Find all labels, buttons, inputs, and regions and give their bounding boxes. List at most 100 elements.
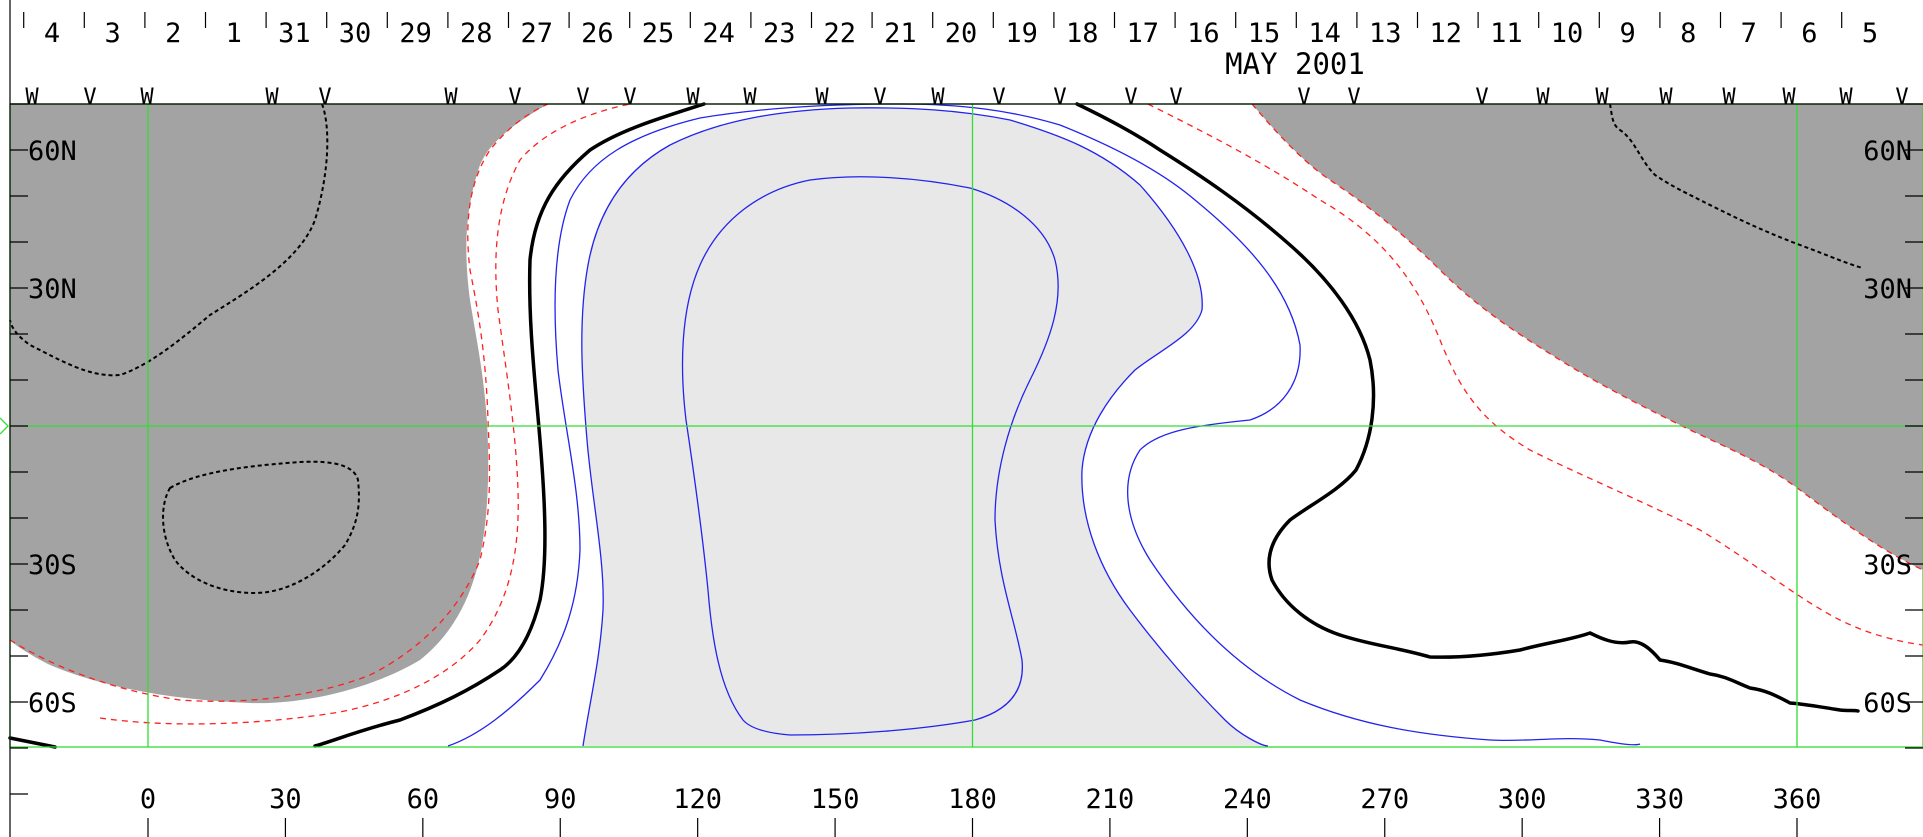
- v-marker: V: [1053, 85, 1066, 110]
- v-marker: V: [623, 85, 636, 110]
- lat-label-right: 60S: [1863, 688, 1912, 719]
- v-marker: V: [1169, 85, 1182, 110]
- left-axis: [9, 0, 1923, 837]
- top-day-axis: 4 3 2 1 31 30 29 28 27 26 25 24 23 22 21 20 19 18 17 16 15 14…: [23, 12, 1878, 49]
- lat-label-left: 60N: [28, 136, 77, 167]
- lon-label: 120: [673, 784, 722, 815]
- double-v-marker: W: [815, 85, 829, 110]
- double-v-marker: W: [1659, 85, 1673, 110]
- v-marker: V: [1895, 85, 1908, 110]
- double-v-marker: W: [743, 85, 757, 110]
- lat-label-right: 30S: [1863, 550, 1912, 581]
- lon-label: 210: [1086, 784, 1135, 815]
- day-label: 7: [1741, 18, 1757, 49]
- day-label: 30: [339, 18, 372, 49]
- v-marker: V: [1347, 85, 1360, 110]
- positive-region: [581, 107, 1268, 746]
- lon-label: 0: [140, 784, 156, 815]
- negative-region-east: [1252, 104, 1923, 570]
- double-v-marker: W: [686, 85, 700, 110]
- day-label: 22: [824, 18, 857, 49]
- lat-label-left: 30N: [28, 274, 77, 305]
- red-dashed-contour-east-inner: [1251, 103, 1923, 571]
- lat-label-left: 60S: [28, 688, 77, 719]
- double-v-marker: W: [265, 85, 279, 110]
- red-dashed-contour-east-outer: [1147, 103, 1923, 646]
- v-marker: V: [83, 85, 96, 110]
- day-label: 15: [1248, 18, 1281, 49]
- day-label: 16: [1187, 18, 1220, 49]
- day-label: 9: [1619, 18, 1635, 49]
- lon-label: 330: [1635, 784, 1684, 815]
- double-v-marker: W: [1595, 85, 1609, 110]
- day-label: 12: [1430, 18, 1463, 49]
- day-label: 19: [1005, 18, 1038, 49]
- lat-label-right: 60N: [1863, 136, 1912, 167]
- double-v-marker: W: [25, 85, 39, 110]
- day-label: 27: [521, 18, 554, 49]
- lon-label: 300: [1498, 784, 1547, 815]
- blue-contour-outer: [447, 103, 1641, 747]
- double-v-marker: W: [140, 85, 154, 110]
- lat-label-left: 30S: [28, 550, 77, 581]
- day-label: 11: [1490, 18, 1523, 49]
- red-dashed-contour-inner: [9, 103, 549, 702]
- day-label: 6: [1801, 18, 1817, 49]
- v-marker: V: [1124, 85, 1137, 110]
- day-label: 18: [1066, 18, 1099, 49]
- day-label: 28: [460, 18, 493, 49]
- lat-label-right: 30N: [1863, 274, 1912, 305]
- day-label: 20: [945, 18, 978, 49]
- day-label: 3: [104, 18, 120, 49]
- day-label: 10: [1551, 18, 1584, 49]
- dotted-contour-east: [1609, 103, 1864, 269]
- day-label: 17: [1127, 18, 1160, 49]
- day-label: 24: [702, 18, 735, 49]
- day-label: 25: [642, 18, 675, 49]
- lon-label: 360: [1773, 784, 1822, 815]
- lon-label: 30: [269, 784, 302, 815]
- red-dashed-contour-outer: [99, 103, 631, 725]
- day-label: 5: [1862, 18, 1878, 49]
- double-v-marker: W: [1839, 85, 1853, 110]
- day-label: 31: [278, 18, 311, 49]
- negative-region-west: [10, 104, 548, 704]
- v-marker: V: [508, 85, 521, 110]
- day-label: 14: [1308, 18, 1341, 49]
- double-v-marker: W: [1722, 85, 1736, 110]
- day-label: 13: [1369, 18, 1402, 49]
- right-axis: [1905, 103, 1923, 749]
- day-label: 1: [226, 18, 242, 49]
- v-marker: V: [1297, 85, 1310, 110]
- zero-contour-west-edge: [8, 736, 57, 749]
- lon-label: 60: [407, 784, 440, 815]
- double-v-marker: W: [444, 85, 458, 110]
- double-v-marker: W: [931, 85, 945, 110]
- v-marker: V: [873, 85, 886, 110]
- day-label: 26: [581, 18, 614, 49]
- lon-label: 90: [544, 784, 577, 815]
- day-label: 8: [1680, 18, 1696, 49]
- dotted-contour-west-lower: [162, 460, 360, 595]
- longitude-axis: 0 30 60 90 120 150 180 210 240 270 300 330 360: [140, 784, 1822, 837]
- double-v-marker: W: [1782, 85, 1796, 110]
- day-label: 23: [763, 18, 796, 49]
- month-label: MAY 2001: [1225, 47, 1365, 81]
- zero-contour-west: [313, 102, 706, 748]
- day-label: 21: [884, 18, 917, 49]
- day-label: 29: [399, 18, 432, 49]
- lon-label: 180: [948, 784, 997, 815]
- v-marker: V: [992, 85, 1005, 110]
- zero-contour-east: [1075, 102, 1860, 713]
- lon-label: 270: [1360, 784, 1409, 815]
- lon-label: 150: [811, 784, 860, 815]
- lon-label: 240: [1223, 784, 1272, 815]
- v-marker: V: [576, 85, 589, 110]
- blue-contour-mid: [581, 107, 1269, 747]
- latitude-labels: 60N 60N 30N 30N 30S 30S 60S 60S: [28, 136, 1912, 719]
- v-marker: V: [1475, 85, 1488, 110]
- v-marker: V: [318, 85, 331, 110]
- double-v-marker: W: [1536, 85, 1550, 110]
